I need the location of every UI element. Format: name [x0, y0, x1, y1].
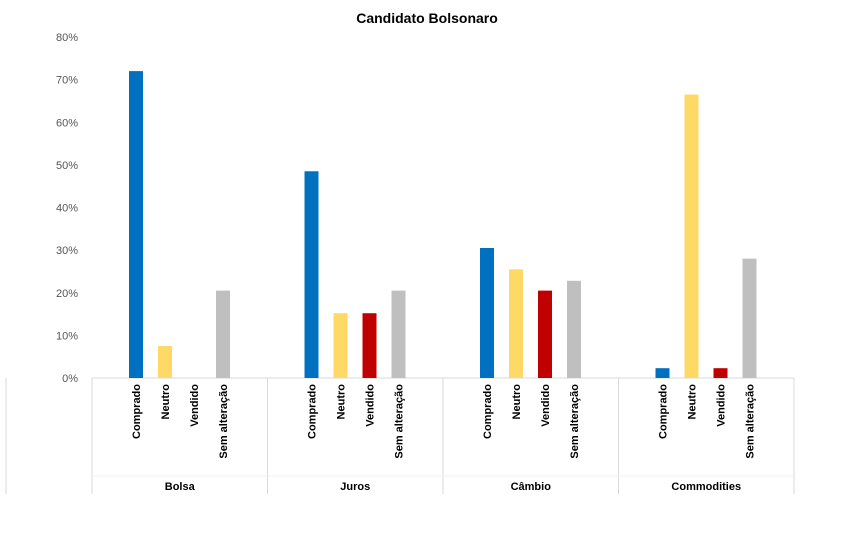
y-tick-label: 20%: [56, 288, 78, 300]
bar-commodities-vendido: [713, 368, 728, 378]
x-category-label: Comprado: [482, 384, 494, 439]
x-category-label: Sem alteração: [745, 384, 757, 459]
x-category-label: Sem alteração: [569, 384, 581, 459]
bar-câmbio-vendido: [538, 290, 552, 378]
bar-juros-comprado: [304, 171, 319, 378]
bar-câmbio-sem-alteração: [567, 280, 581, 378]
bar-commodities-comprado: [655, 368, 670, 378]
bar-commodities-sem-alteração: [742, 258, 757, 378]
x-category-label: Vendido: [365, 384, 377, 427]
bar-bolsa-comprado: [129, 71, 143, 378]
chart-axes: 0% 10% 20% 30% 40% 50% 60% 70% 80%: [5, 32, 795, 494]
x-category-label: Sem alteração: [218, 384, 230, 459]
chart-bars: [129, 71, 757, 378]
x-group-label: Commodities: [671, 481, 741, 493]
x-category-label: Vendido: [540, 384, 552, 427]
y-tick-label: 40%: [56, 203, 78, 215]
x-group-label: Bolsa: [165, 481, 196, 493]
x-group-label: Juros: [340, 481, 370, 493]
bar-juros-vendido: [362, 313, 377, 378]
x-category-label: Comprado: [131, 384, 143, 439]
bar-juros-sem-alteração: [391, 290, 406, 378]
chart-labels: Comprado Neutro Vendido Sem alteração Bolsa C…: [131, 384, 757, 493]
x-category-label: Neutro: [687, 384, 699, 420]
bar-juros-neutro: [333, 313, 348, 378]
x-category-label: Neutro: [511, 384, 523, 420]
x-category-label: Sem alteração: [394, 384, 406, 459]
y-tick-label: 80%: [56, 32, 78, 44]
bar-bolsa-sem-alteração: [216, 290, 230, 378]
x-category-label: Vendido: [716, 384, 728, 427]
bar-commodities-neutro: [684, 94, 699, 378]
bar-câmbio-neutro: [509, 269, 523, 378]
y-tick-label: 10%: [56, 330, 78, 342]
y-tick-label: 60%: [56, 117, 78, 129]
bar-câmbio-comprado: [480, 247, 494, 378]
x-category-label: Comprado: [658, 384, 670, 439]
bar-bolsa-neutro: [158, 346, 172, 378]
x-group-label: Câmbio: [511, 481, 552, 493]
y-tick-label: 70%: [56, 75, 78, 87]
y-tick-label: 0%: [62, 373, 78, 385]
x-category-label: Comprado: [307, 384, 319, 439]
x-category-label: Neutro: [160, 384, 172, 420]
x-category-label: Neutro: [336, 384, 348, 420]
y-tick-label: 30%: [56, 245, 78, 257]
chart-title: Candidato Bolsonaro: [356, 10, 498, 26]
y-tick-label: 50%: [56, 160, 78, 172]
x-category-label: Vendido: [189, 384, 201, 427]
